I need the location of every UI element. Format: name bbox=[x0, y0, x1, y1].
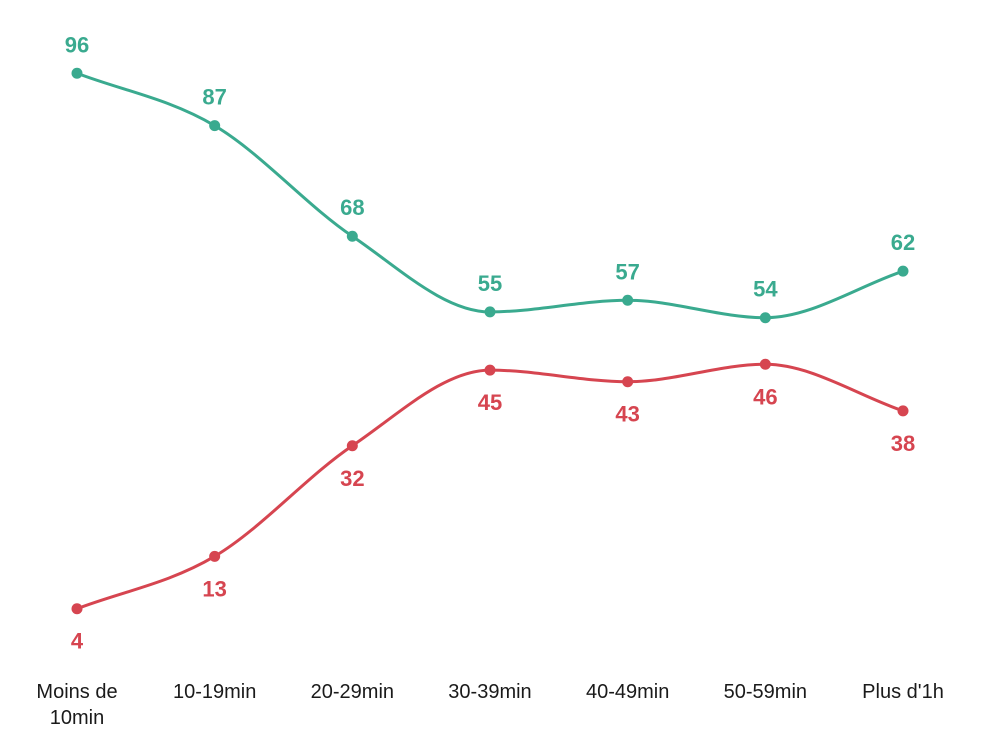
series-2-point-4 bbox=[484, 364, 496, 376]
x-tick-label-1: Moins de 10min bbox=[36, 681, 117, 729]
series-2-point-7 bbox=[897, 405, 909, 417]
series-2-data-label-2: 13 bbox=[202, 576, 226, 601]
series-1-point-4 bbox=[484, 306, 496, 318]
series-2-data-label-5: 43 bbox=[615, 402, 639, 427]
series-2-point-3 bbox=[346, 440, 358, 452]
series-2-point-1 bbox=[71, 603, 83, 615]
data-labels-layer: 96 87 68 55 57 54 62 4 13 32 45 43 46 38 bbox=[65, 32, 915, 653]
series-2-data-label-4: 45 bbox=[478, 390, 502, 415]
x-tick-label-5: 40-49min bbox=[586, 681, 669, 703]
series-2-data-label-7: 38 bbox=[891, 431, 915, 456]
series-1-data-label-2: 87 bbox=[202, 85, 226, 110]
series-1-point-5 bbox=[622, 294, 634, 306]
data-points-layer bbox=[71, 67, 909, 615]
series-1-data-label-1: 96 bbox=[65, 32, 89, 57]
series-1-point-3 bbox=[346, 230, 358, 242]
series-2-data-label-6: 46 bbox=[753, 384, 777, 409]
x-tick-label-4: 30-39min bbox=[448, 681, 531, 703]
series-1-data-label-5: 57 bbox=[615, 259, 639, 284]
series-1-data-label-4: 55 bbox=[478, 271, 502, 296]
series-1-data-label-6: 54 bbox=[753, 277, 778, 302]
series-2-data-label-3: 32 bbox=[340, 466, 364, 491]
series-1-point-6 bbox=[759, 312, 771, 324]
series-1-point-2 bbox=[209, 120, 221, 132]
series-2-point-2 bbox=[209, 550, 221, 562]
x-tick-label-3: 20-29min bbox=[311, 681, 394, 703]
x-tick-label-6: 50-59min bbox=[724, 681, 807, 703]
series-2-data-label-1: 4 bbox=[71, 629, 84, 654]
series-1-data-label-7: 62 bbox=[891, 230, 915, 255]
x-tick-label-2: 10-19min bbox=[173, 681, 256, 703]
series-1-data-label-3: 68 bbox=[340, 195, 364, 220]
series-1-point-1 bbox=[71, 67, 83, 79]
x-axis-tick-labels: Moins de 10min 10-19min 20-29min 30-39min 40-… bbox=[36, 681, 943, 729]
series-lines-layer bbox=[75, 71, 905, 611]
series-1-point-7 bbox=[897, 265, 909, 277]
series-2-point-6 bbox=[759, 358, 771, 370]
series-2-point-5 bbox=[622, 376, 634, 388]
x-tick-label-7: Plus d'1h bbox=[862, 681, 944, 703]
